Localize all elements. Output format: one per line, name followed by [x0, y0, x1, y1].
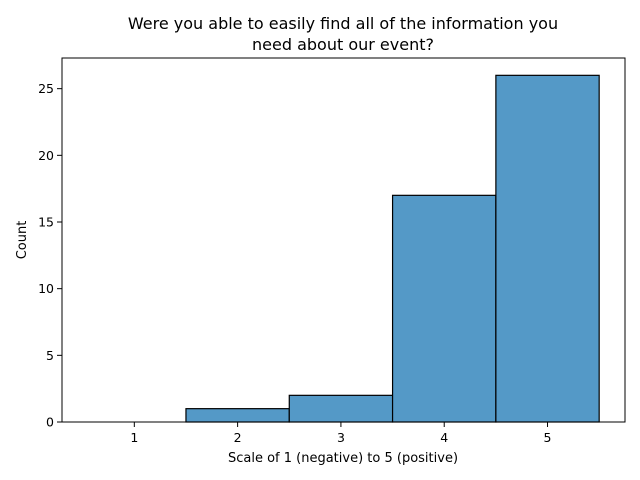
y-tick-label-15: 15: [38, 215, 54, 230]
y-tick-label-25: 25: [38, 81, 54, 96]
chart-title: Were you able to easily find all of the …: [128, 14, 558, 54]
chart-title-line-1: Were you able to easily find all of the …: [128, 14, 558, 33]
bar-4: [391, 194, 497, 423]
bar-series: [185, 74, 600, 423]
y-tick-label-20: 20: [38, 148, 54, 163]
x-tick-label-3: 3: [337, 430, 345, 445]
y-axis: 0 5 10 15 20 25: [38, 81, 62, 430]
x-axis: 1 2 3 4 5: [130, 422, 551, 445]
y-tick-label-5: 5: [46, 348, 54, 363]
y-axis-label: Count: [15, 221, 30, 260]
y-tick-label-10: 10: [38, 281, 54, 296]
bar-5: [495, 74, 600, 423]
plot-frame: [61, 57, 626, 423]
chart-title-line-2: need about our event?: [252, 35, 434, 54]
bar-2: [185, 408, 290, 423]
x-tick-label-4: 4: [440, 430, 448, 445]
bar-3: [288, 394, 394, 423]
x-tick-label-2: 2: [234, 430, 242, 445]
x-tick-label-5: 5: [544, 430, 552, 445]
x-tick-label-1: 1: [130, 430, 138, 445]
x-axis-label: Scale of 1 (negative) to 5 (positive): [228, 451, 458, 466]
y-tick-label-0: 0: [46, 415, 54, 430]
